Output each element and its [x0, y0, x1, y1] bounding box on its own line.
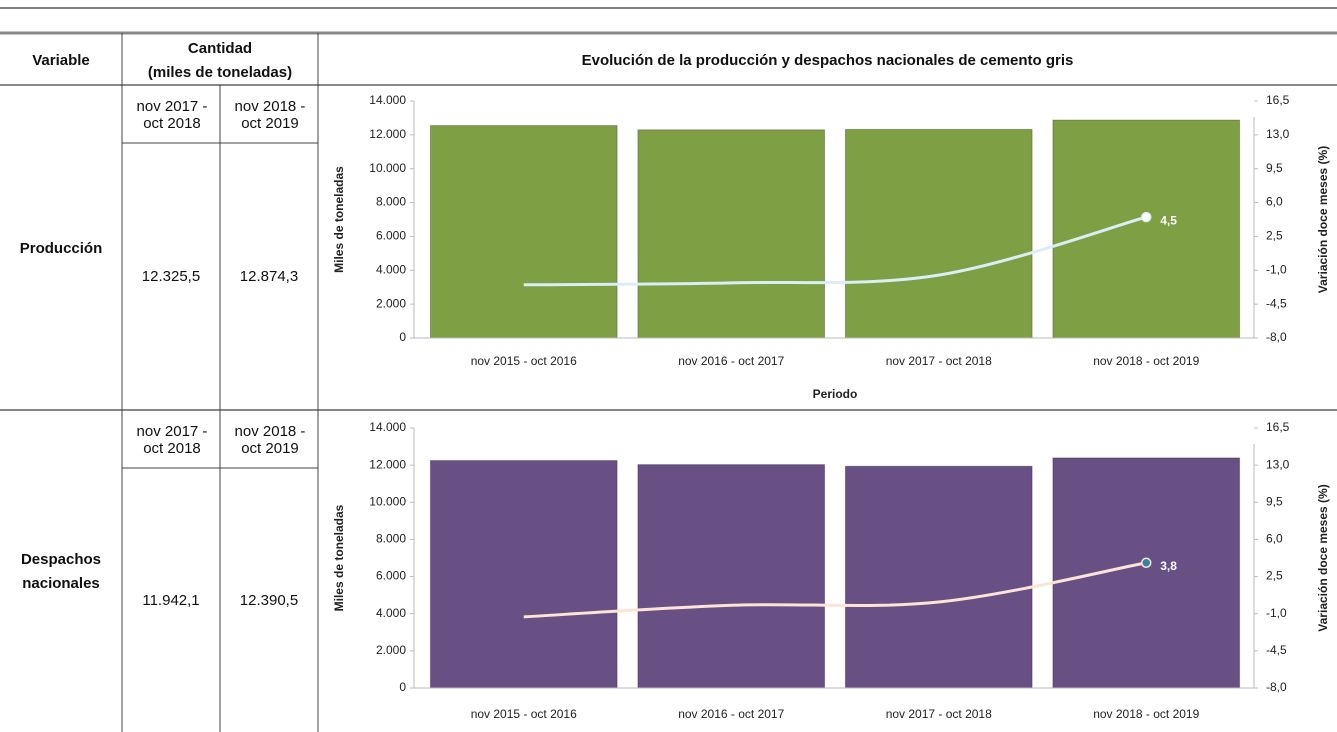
bar	[429, 125, 618, 339]
y-tick-label: 0	[399, 330, 406, 344]
header-cell: (miles de toneladas)	[147, 63, 293, 81]
y-tick-label: 2.000	[376, 296, 406, 310]
y-tick-label: 6.000	[376, 229, 406, 243]
bar	[637, 129, 826, 339]
y-tick-label: 14.000	[369, 420, 406, 434]
y-tick-label: 8.000	[376, 532, 406, 546]
y-tick-label: 6.000	[376, 569, 406, 583]
y2-tick-label: -4,5	[1266, 296, 1287, 310]
y2-tick-label: 9,5	[1266, 494, 1283, 508]
y-tick-label: 12.000	[369, 457, 406, 471]
y2-tick-label: 6,0	[1266, 532, 1283, 546]
y-tick-label: 10.000	[369, 494, 406, 508]
quantity-cell: 11.942,1	[142, 591, 200, 609]
bar	[844, 465, 1033, 689]
period-cell: nov 2017 - oct 2018	[136, 97, 208, 132]
header-cell: Variable	[32, 51, 90, 69]
bar	[429, 460, 618, 689]
y-tick-label: 4.000	[376, 606, 406, 620]
trend-line	[523, 215, 1147, 287]
trend-line	[523, 561, 1147, 619]
y2-tick-label: 16,5	[1266, 420, 1290, 434]
y2-tick-label: -4,5	[1266, 643, 1287, 657]
y2-tick-label: 6,0	[1266, 195, 1283, 209]
bar	[637, 464, 826, 689]
x-tick-label: nov 2015 - oct 2016	[471, 707, 577, 721]
x-axis-title: Periodo	[813, 387, 858, 401]
y-tick-label: 10.000	[369, 161, 406, 175]
y2-tick-label: -1,0	[1266, 606, 1287, 620]
y-tick-label: 14.000	[369, 93, 406, 107]
y2-tick-label: 9,5	[1266, 161, 1283, 175]
variable-cell: Producción	[19, 239, 103, 257]
x-tick-label: nov 2018 - oct 2019	[1093, 354, 1199, 368]
x-tick-label: nov 2017 - oct 2018	[886, 354, 992, 368]
y2-tick-label: -8,0	[1266, 680, 1287, 694]
bar	[1052, 119, 1241, 339]
bar	[844, 128, 1033, 339]
y2-tick-label: 2,5	[1266, 229, 1283, 243]
y-tick-label: 4.000	[376, 262, 406, 276]
y2-tick-label: -1,0	[1266, 262, 1287, 276]
variable-cell: Despachos nacionales	[20, 550, 102, 592]
x-tick-label: nov 2018 - oct 2019	[1093, 707, 1199, 721]
y-axis-title: Miles de toneladas	[332, 504, 346, 611]
y-tick-label: 12.000	[369, 127, 406, 141]
period-cell: nov 2018 - oct 2019	[234, 97, 306, 132]
x-tick-label: nov 2016 - oct 2017	[678, 707, 784, 721]
y2-axis-title: Variación doce meses (%)	[1316, 146, 1330, 293]
bar	[1052, 457, 1241, 689]
line-marker	[1141, 557, 1152, 569]
data-label: 4,5	[1160, 213, 1177, 227]
y2-tick-label: 2,5	[1266, 569, 1283, 583]
header-cell: Evolución de la producción y despachos n…	[581, 51, 1074, 69]
x-tick-label: nov 2017 - oct 2018	[886, 707, 992, 721]
y2-tick-label: 16,5	[1266, 93, 1290, 107]
x-tick-label: nov 2016 - oct 2017	[678, 354, 784, 368]
y2-axis-title: Variación doce meses (%)	[1316, 484, 1330, 631]
y2-tick-label: 13,0	[1266, 457, 1290, 471]
quantity-cell: 12.325,5	[141, 268, 201, 285]
quantity-cell: 12.390,5	[239, 591, 299, 609]
quantity-cell: 12.874,3	[239, 268, 299, 285]
y-tick-label: 2.000	[376, 643, 406, 657]
period-cell: nov 2018 - oct 2019	[234, 422, 306, 457]
y-tick-label: 0	[399, 680, 406, 694]
x-tick-label: nov 2015 - oct 2016	[471, 354, 577, 368]
y2-tick-label: -8,0	[1266, 330, 1287, 344]
period-cell: nov 2017 - oct 2018	[136, 422, 208, 457]
data-label: 3,8	[1160, 559, 1177, 573]
line-marker	[1141, 211, 1152, 223]
y2-tick-label: 13,0	[1266, 127, 1290, 141]
header-cell: Cantidad	[187, 39, 253, 57]
y-axis-title: Miles de toneladas	[332, 166, 346, 273]
y-tick-label: 8.000	[376, 195, 406, 209]
